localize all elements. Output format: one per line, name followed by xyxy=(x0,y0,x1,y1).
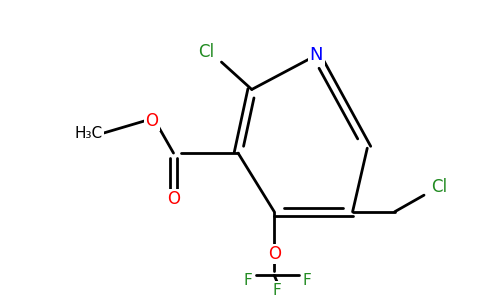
Text: F: F xyxy=(302,273,311,288)
Text: Cl: Cl xyxy=(198,43,214,61)
Text: F: F xyxy=(273,283,282,298)
Text: O: O xyxy=(167,190,180,208)
Text: Cl: Cl xyxy=(431,178,447,196)
Text: F: F xyxy=(243,273,252,288)
Text: H₃C: H₃C xyxy=(75,126,103,141)
Text: N: N xyxy=(310,46,323,64)
Text: O: O xyxy=(268,245,281,263)
Text: O: O xyxy=(146,112,158,130)
